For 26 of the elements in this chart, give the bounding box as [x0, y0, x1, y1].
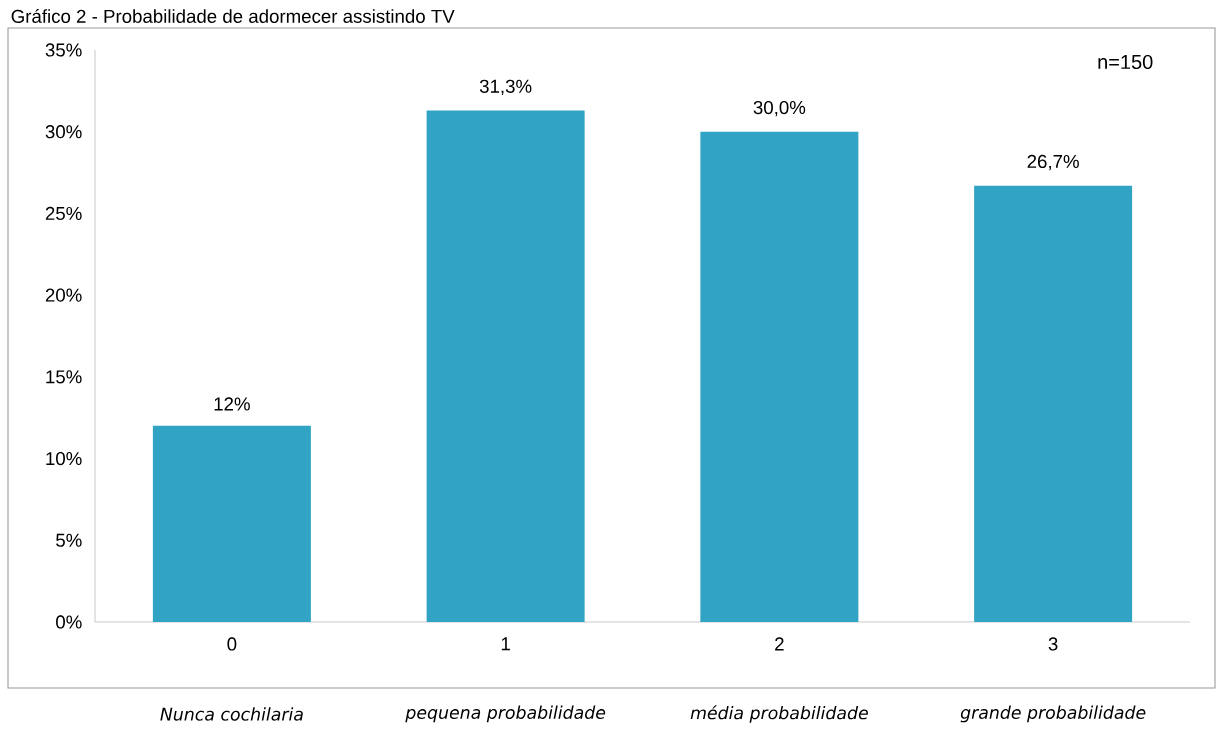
x-tick-label: 0: [227, 637, 237, 651]
annotation: n=150: [1098, 54, 1153, 70]
y-tick-label: 0%: [56, 615, 82, 629]
y-tick-label: 25%: [45, 206, 82, 221]
bar: [700, 131, 859, 622]
text: Nunca cochilaria: [160, 707, 303, 721]
data-label: 31,3%: [479, 79, 532, 96]
y-tick-label: 15%: [46, 370, 82, 384]
y-tick-label: 35%: [45, 43, 82, 57]
x-tick-label: 1: [501, 637, 510, 651]
bar: [426, 110, 585, 622]
y-tick-label: 20%: [45, 288, 82, 302]
y-tick-label: 5%: [56, 533, 82, 547]
chart-title: Gráfico 2 - Probabilidade de adormecer assistindo TV: [11, 9, 455, 23]
x-tick-label: 2: [775, 637, 784, 651]
y-tick-label: 30%: [45, 125, 82, 139]
text: média probabilidade: [690, 705, 868, 723]
text: grande probabilidade: [960, 705, 1146, 723]
bar: [152, 425, 311, 622]
text: pequena probabilidade: [405, 705, 606, 723]
y-tick-label: 10%: [46, 451, 82, 466]
bar: [974, 185, 1133, 622]
data-label: 30,0%: [753, 100, 806, 117]
data-label: 12%: [214, 397, 250, 411]
x-tick-label: 3: [1048, 637, 1058, 651]
data-label: 26,7%: [1027, 154, 1079, 171]
